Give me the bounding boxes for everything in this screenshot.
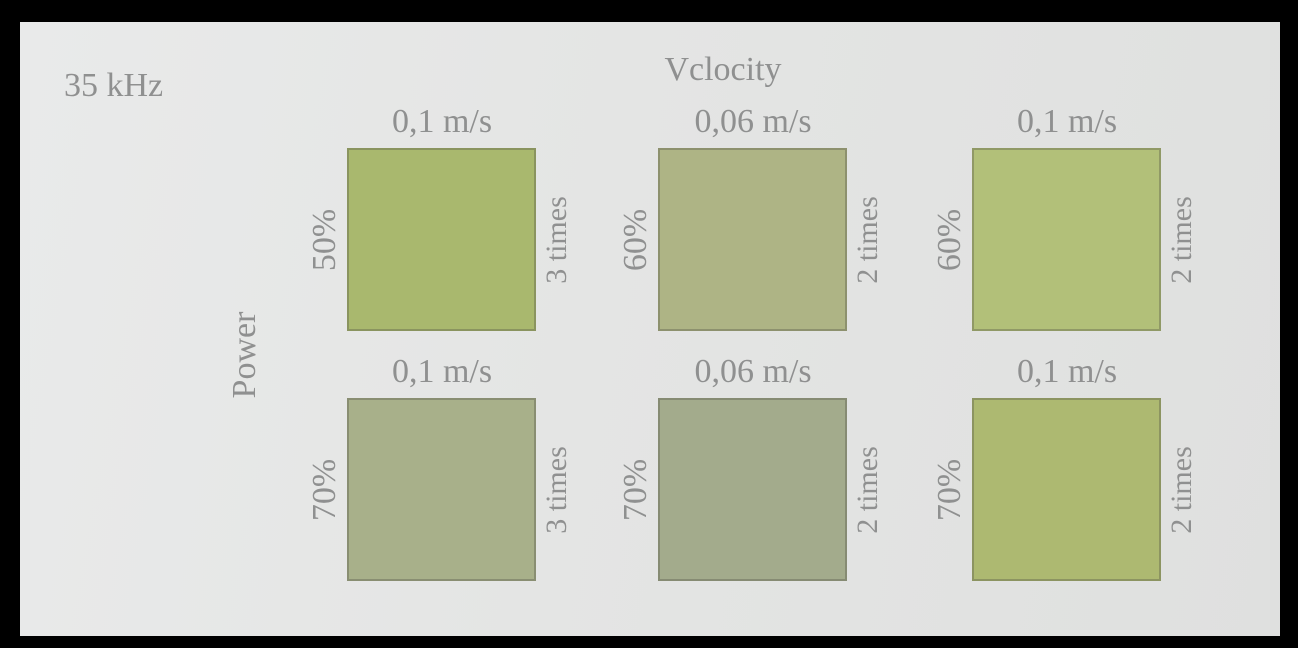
sample-swatch bbox=[972, 398, 1161, 581]
sample-swatch bbox=[972, 148, 1161, 331]
times-label: 2 times bbox=[1167, 446, 1197, 534]
times-label: 2 times bbox=[1167, 196, 1197, 284]
power-label: 60% bbox=[619, 209, 653, 271]
frequency-label: 35 kHz bbox=[64, 69, 163, 103]
power-label: 70% bbox=[619, 459, 653, 521]
page: 35 kHz Vclocity Power 0,1 m/s 50% 3 times 0… bbox=[0, 0, 1298, 648]
velocity-label: 0,1 m/s bbox=[392, 355, 492, 389]
sample-swatch bbox=[347, 148, 536, 331]
sample-plate: 35 kHz Vclocity Power 0,1 m/s 50% 3 times 0… bbox=[20, 22, 1280, 636]
times-label: 3 times bbox=[542, 446, 572, 534]
power-label: 70% bbox=[933, 459, 967, 521]
velocity-label: 0,06 m/s bbox=[694, 105, 811, 139]
sample-swatch bbox=[347, 398, 536, 581]
velocity-label: 0,06 m/s bbox=[694, 355, 811, 389]
sample-swatch bbox=[658, 148, 847, 331]
sample-swatch bbox=[658, 398, 847, 581]
velocity-label: 0,1 m/s bbox=[1017, 105, 1117, 139]
velocity-label: 0,1 m/s bbox=[1017, 355, 1117, 389]
times-label: 2 times bbox=[853, 196, 883, 284]
times-label: 2 times bbox=[853, 446, 883, 534]
power-title: Power bbox=[228, 312, 262, 399]
velocity-title: Vclocity bbox=[664, 53, 781, 87]
power-label: 50% bbox=[308, 209, 342, 271]
times-label: 3 times bbox=[542, 196, 572, 284]
velocity-label: 0,1 m/s bbox=[392, 105, 492, 139]
power-label: 60% bbox=[933, 209, 967, 271]
power-label: 70% bbox=[308, 459, 342, 521]
